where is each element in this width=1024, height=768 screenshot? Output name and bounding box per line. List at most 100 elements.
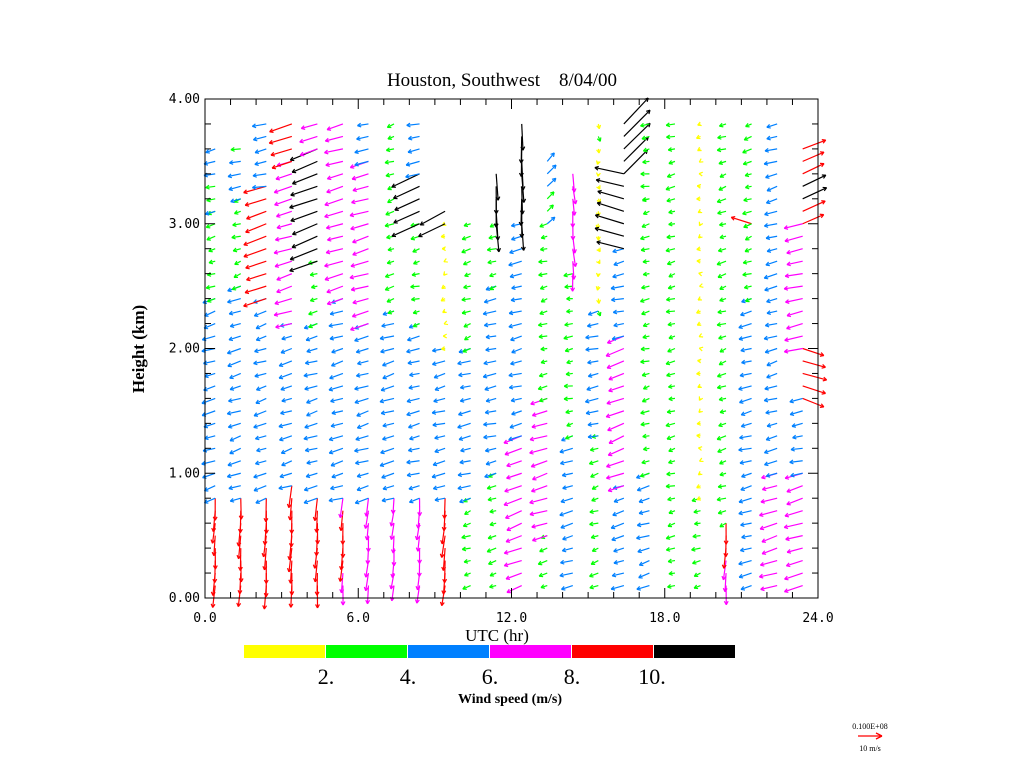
wind-vector	[406, 123, 420, 126]
wind-vector	[485, 347, 497, 351]
wind-vector	[731, 216, 752, 225]
wind-vector	[623, 122, 651, 150]
wind-vector	[539, 397, 548, 402]
wind-vector-head	[739, 547, 745, 553]
wind-vector-head	[722, 587, 728, 593]
wind-vector	[326, 248, 344, 254]
wind-vector	[718, 185, 727, 191]
wind-vector-head	[230, 147, 235, 152]
wind-vector-head	[641, 284, 646, 290]
wind-vector	[327, 173, 344, 180]
wind-vector-head	[590, 534, 596, 540]
wind-vector	[802, 187, 827, 200]
wind-vector	[766, 472, 778, 477]
wind-vector	[303, 435, 318, 440]
wind-vector-head	[326, 288, 331, 294]
wind-vector-head	[439, 553, 445, 558]
wind-vector	[612, 335, 625, 340]
wind-vector	[665, 248, 676, 252]
wind-vector-head	[352, 238, 357, 244]
wind-vector-head	[698, 346, 704, 352]
wind-vector	[623, 136, 649, 162]
wind-vector-head	[228, 310, 234, 316]
wind-vector	[589, 572, 599, 578]
wind-vector	[228, 335, 241, 341]
wind-vector-head	[212, 565, 218, 570]
wind-vector-head	[352, 299, 357, 305]
wind-vector	[229, 385, 241, 391]
wind-vector	[784, 510, 803, 517]
wind-vector-head	[441, 566, 447, 571]
wind-vector	[483, 360, 497, 365]
wind-vector-head	[738, 386, 743, 391]
wind-vector	[339, 560, 344, 582]
wind-vector	[356, 347, 369, 353]
wind-vector-head	[765, 174, 770, 179]
wind-vector-head	[279, 473, 284, 479]
wind-vector-head	[716, 384, 722, 390]
wind-vector	[738, 322, 752, 329]
wind-vector-head	[564, 347, 570, 353]
wind-vector	[305, 447, 318, 452]
wind-vector	[243, 185, 267, 194]
wind-vector-head	[407, 447, 413, 453]
wind-vector	[408, 385, 420, 389]
colorbar-segment	[572, 645, 653, 658]
wind-vector	[488, 235, 497, 239]
wind-vector-head	[530, 463, 536, 468]
wind-vector-head	[668, 459, 673, 465]
wind-vector	[786, 248, 803, 254]
wind-vector	[595, 214, 625, 225]
wind-vector	[640, 410, 650, 414]
wind-vector-head	[289, 204, 294, 209]
wind-vector	[740, 310, 752, 316]
wind-vector-head	[560, 498, 566, 504]
wind-vector	[326, 285, 344, 293]
wind-vector-head	[274, 201, 279, 207]
wind-vector	[666, 535, 676, 540]
wind-vector	[205, 210, 216, 215]
wind-vector-head	[667, 147, 673, 152]
wind-vector-head	[482, 310, 488, 316]
wind-vector-head	[520, 146, 526, 151]
wind-vector-head	[740, 311, 745, 317]
wind-vector	[759, 522, 778, 530]
wind-vector	[485, 397, 497, 402]
wind-vector	[639, 560, 650, 566]
wind-vector-head	[408, 485, 413, 491]
wind-vector-head	[605, 352, 611, 357]
wind-vector	[786, 497, 803, 505]
wind-vector-head	[642, 433, 647, 439]
wind-vector-head	[280, 349, 286, 354]
wind-vector	[743, 260, 752, 264]
wind-vector-head	[461, 235, 467, 241]
wind-vector-head	[292, 230, 297, 236]
wind-vector-head	[238, 578, 244, 583]
wind-vector	[741, 422, 752, 428]
wind-vector	[641, 223, 650, 228]
wind-vector-head	[698, 221, 704, 227]
wind-vector	[539, 223, 548, 228]
wind-vector	[206, 235, 216, 241]
wind-vector	[587, 422, 599, 426]
wind-vector-head	[385, 172, 390, 178]
wind-vector-head	[611, 572, 617, 578]
wind-vector	[784, 584, 803, 593]
wind-vector	[636, 535, 650, 539]
wind-vector	[716, 260, 727, 266]
wind-vector-head	[233, 273, 239, 278]
wind-vector	[546, 204, 554, 212]
wind-vector-head	[459, 459, 464, 465]
wind-vector	[357, 422, 369, 429]
wind-vector-head	[613, 261, 618, 267]
wind-vector-head	[559, 572, 564, 578]
wind-vector	[640, 422, 650, 426]
wind-vector-head	[211, 551, 217, 557]
wind-vector-head	[739, 372, 745, 378]
wind-vector	[612, 248, 625, 253]
wind-vector-head	[261, 552, 267, 558]
wind-vector-head	[324, 276, 330, 281]
wind-vector	[206, 223, 216, 228]
wind-vector	[564, 285, 573, 288]
wind-vector-head	[324, 149, 329, 155]
